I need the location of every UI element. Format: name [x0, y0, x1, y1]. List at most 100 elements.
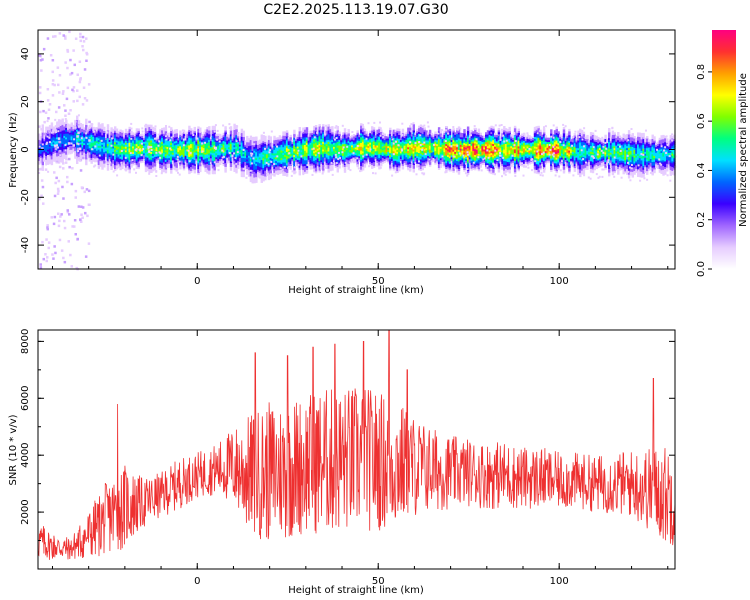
spectrogram-cell — [144, 133, 148, 136]
spectrogram-cell — [188, 131, 191, 134]
spectrogram-cell — [470, 168, 473, 171]
spectrogram-cell — [273, 153, 276, 156]
spectrogram-cell — [479, 136, 482, 139]
spectrogram-cell — [162, 144, 166, 148]
spectrogram-cell — [135, 145, 139, 148]
spectrogram-cell — [300, 163, 303, 166]
spectrogram-cell — [103, 130, 106, 133]
spectrogram-cell — [264, 162, 267, 165]
spectrogram-cell — [211, 164, 215, 167]
spectrogram-cell — [48, 125, 52, 128]
spectrogram-cell — [334, 159, 338, 163]
spectrogram-cell — [419, 124, 423, 127]
spectrogram-cell — [56, 152, 59, 155]
spectrogram-cell — [246, 166, 249, 169]
spectrogram-cell — [77, 145, 81, 148]
spectrogram-cell — [360, 165, 363, 168]
spectrogram-cell — [204, 150, 207, 153]
spectrogram-cell — [193, 161, 196, 164]
spectrogram-cell — [369, 138, 372, 141]
spectrogram-cell — [123, 150, 126, 153]
spectrogram-cell — [229, 139, 233, 143]
spectrogram-cell — [148, 159, 151, 162]
spectrogram-cell — [135, 130, 139, 133]
spectrogram-cell — [202, 159, 206, 162]
spectrogram-cell — [137, 145, 140, 149]
spectrogram-cell — [181, 133, 184, 136]
spectrogram-cell — [371, 141, 374, 144]
spectrogram-cell — [475, 162, 479, 166]
spectrogram-cell — [56, 140, 59, 144]
spectrogram-cell — [110, 129, 113, 132]
spectrogram-cell — [463, 150, 466, 153]
spectrogram-cell — [447, 137, 450, 140]
spectrogram-cell — [452, 128, 455, 131]
spectrogram-cell — [115, 161, 119, 164]
spectrogram-cell — [447, 160, 450, 163]
spectrogram-cell — [302, 131, 305, 134]
spectrogram-cell — [284, 150, 287, 154]
spectrogram-cell — [276, 156, 280, 159]
spectrogram-cell — [224, 137, 227, 141]
spectrogram-cell — [360, 148, 363, 151]
spectrogram-cell — [264, 135, 267, 139]
spectrogram-cell — [231, 157, 234, 160]
spectrogram-cell — [282, 156, 285, 159]
spectrogram-cell — [159, 140, 162, 144]
spectrogram-cell — [352, 143, 356, 146]
spectrogram-cell — [392, 146, 396, 150]
spectrogram-cell — [275, 156, 278, 160]
spectrogram-cell — [466, 160, 470, 164]
spectrogram-cell — [224, 130, 227, 133]
spectrogram-cell — [428, 143, 432, 146]
spectrogram-cell — [114, 162, 117, 166]
spectrogram-cell — [255, 167, 258, 170]
spectrogram-cell — [237, 166, 240, 169]
spectrogram-cell — [293, 162, 296, 165]
spectrogram-cell — [247, 139, 251, 143]
spectrogram-cell — [235, 130, 238, 134]
spectrogram-cell — [447, 135, 450, 138]
spectrogram-cell — [314, 147, 318, 151]
spectrogram-cell — [242, 134, 245, 137]
spectrogram-cell — [485, 139, 488, 143]
spectrogram-cell — [103, 151, 106, 155]
spectrogram-cell — [461, 138, 464, 142]
spectrogram-cell — [101, 125, 104, 128]
spectrogram-cell — [76, 132, 79, 136]
spectrogram-cell — [262, 159, 265, 163]
spectrogram-cell — [173, 150, 177, 153]
spectrogram-cell — [65, 154, 68, 157]
spectrogram-cell — [103, 165, 106, 168]
spectrogram-cell — [378, 153, 381, 156]
spectrogram-cell — [448, 153, 452, 157]
spectrogram-cell — [360, 163, 363, 166]
spectrogram-cell — [229, 143, 233, 146]
spectrogram-cell — [199, 161, 202, 165]
spectrogram-cell — [43, 136, 46, 140]
spectrogram-cell — [126, 136, 130, 140]
spectrogram-cell — [463, 148, 466, 151]
spectrogram-cell — [327, 143, 330, 146]
spectrogram-cell — [396, 147, 399, 150]
spectrogram-cell — [47, 162, 50, 165]
spectrogram-cell — [153, 131, 157, 134]
spectrogram-cell — [86, 136, 90, 140]
spectrogram-cell — [246, 157, 249, 160]
spectrogram-cell — [472, 158, 475, 161]
spectrogram-cell — [143, 149, 146, 152]
spectrogram-cell — [128, 165, 131, 168]
spectrogram-cell — [419, 151, 423, 154]
spectrogram-cell — [269, 144, 272, 147]
spectrogram-cell — [85, 134, 88, 137]
spectrogram-cell — [314, 142, 318, 145]
spectrogram-cell — [369, 157, 372, 160]
spectrogram-cell — [204, 142, 207, 146]
spectrogram-cell — [255, 163, 258, 166]
spectrogram-cell — [148, 130, 151, 133]
spectrogram-cell — [475, 141, 479, 145]
spectrogram-cell — [85, 137, 88, 141]
spectrogram-cell — [349, 149, 352, 152]
spectrogram-cell — [168, 159, 171, 162]
spectrogram-cell — [266, 144, 269, 147]
